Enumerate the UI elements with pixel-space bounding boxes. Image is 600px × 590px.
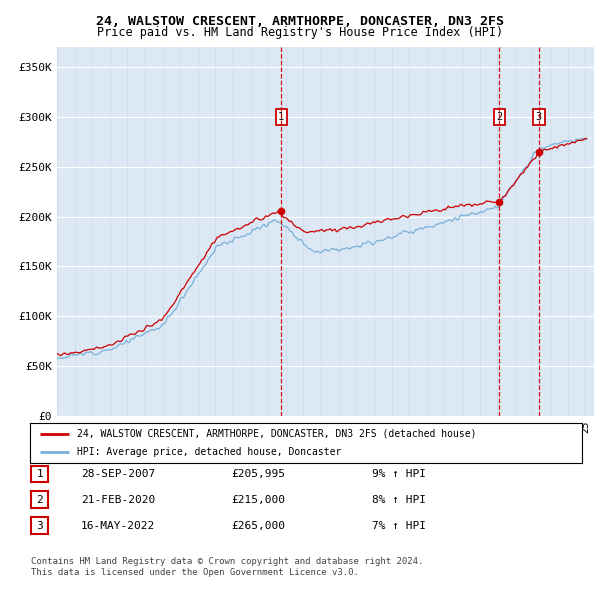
Text: 21-FEB-2020: 21-FEB-2020 — [81, 495, 155, 504]
Text: 24, WALSTOW CRESCENT, ARMTHORPE, DONCASTER, DN3 2FS (detached house): 24, WALSTOW CRESCENT, ARMTHORPE, DONCAST… — [77, 429, 476, 439]
Text: 7% ↑ HPI: 7% ↑ HPI — [372, 521, 426, 530]
Text: £205,995: £205,995 — [231, 469, 285, 478]
Text: £265,000: £265,000 — [231, 521, 285, 530]
Text: £215,000: £215,000 — [231, 495, 285, 504]
Text: 24, WALSTOW CRESCENT, ARMTHORPE, DONCASTER, DN3 2FS: 24, WALSTOW CRESCENT, ARMTHORPE, DONCAST… — [96, 15, 504, 28]
Text: This data is licensed under the Open Government Licence v3.0.: This data is licensed under the Open Gov… — [31, 568, 359, 577]
Text: 1: 1 — [278, 112, 284, 122]
Text: 28-SEP-2007: 28-SEP-2007 — [81, 469, 155, 478]
Text: 2: 2 — [36, 495, 43, 504]
Text: 3: 3 — [536, 112, 542, 122]
Text: 8% ↑ HPI: 8% ↑ HPI — [372, 495, 426, 504]
Text: 16-MAY-2022: 16-MAY-2022 — [81, 521, 155, 530]
Text: HPI: Average price, detached house, Doncaster: HPI: Average price, detached house, Donc… — [77, 447, 341, 457]
Text: 2: 2 — [496, 112, 503, 122]
Text: Price paid vs. HM Land Registry's House Price Index (HPI): Price paid vs. HM Land Registry's House … — [97, 26, 503, 39]
Text: 1: 1 — [36, 469, 43, 478]
Text: Contains HM Land Registry data © Crown copyright and database right 2024.: Contains HM Land Registry data © Crown c… — [31, 557, 424, 566]
Text: 9% ↑ HPI: 9% ↑ HPI — [372, 469, 426, 478]
Text: 3: 3 — [36, 521, 43, 530]
